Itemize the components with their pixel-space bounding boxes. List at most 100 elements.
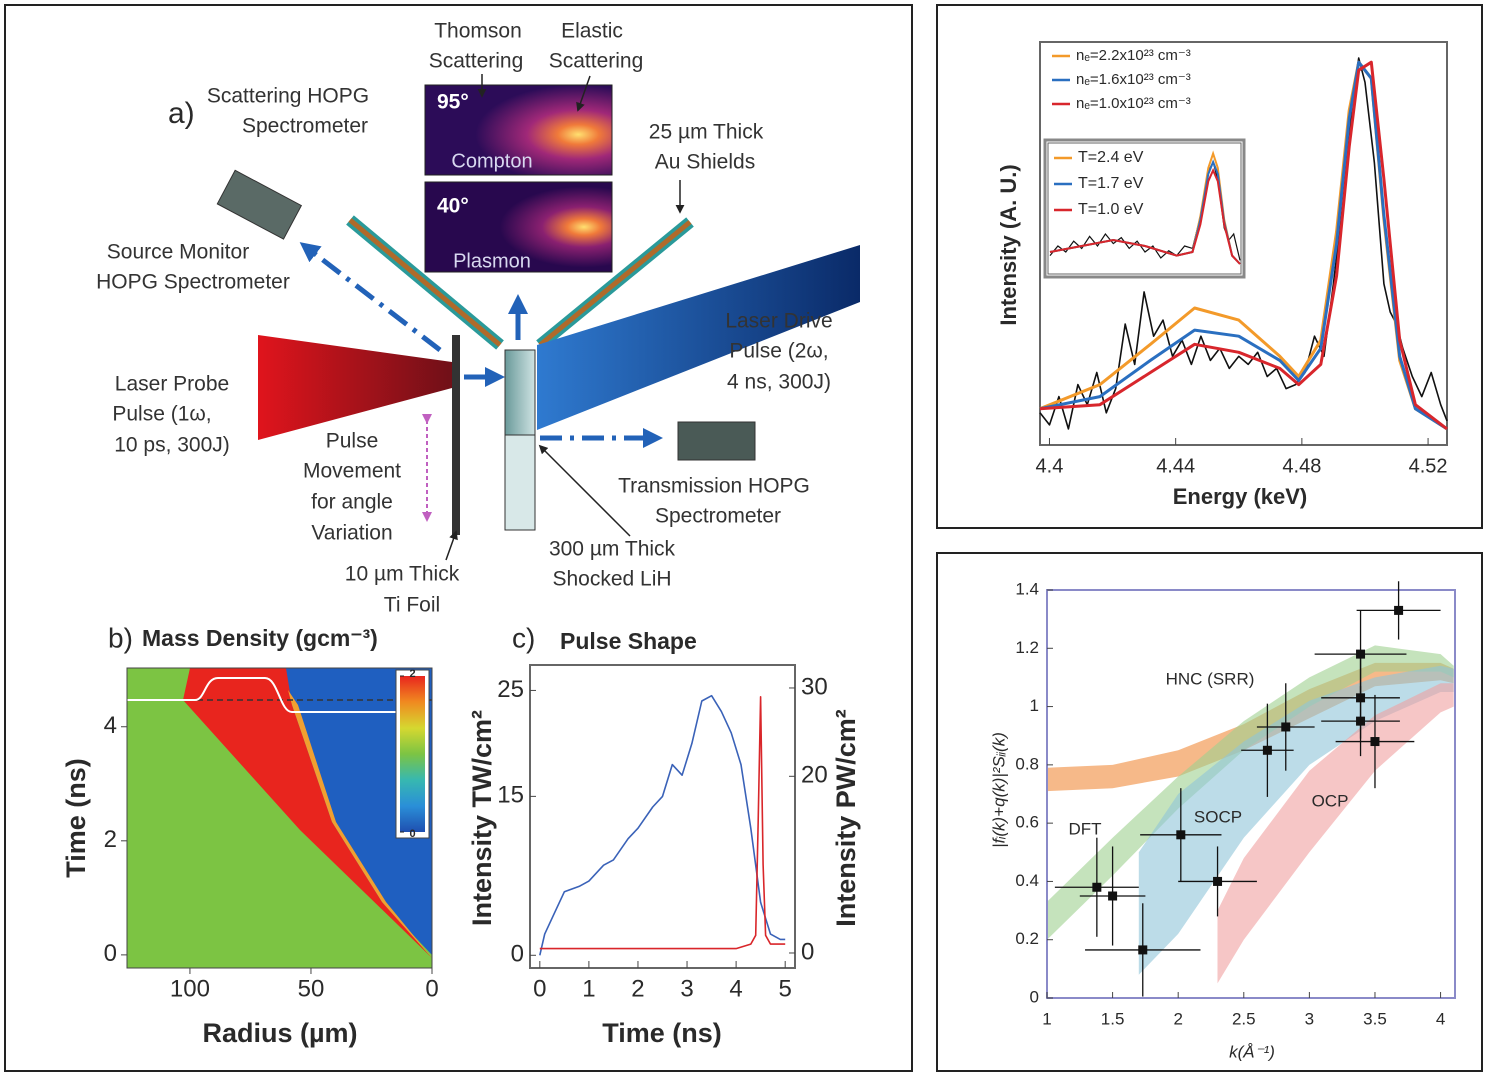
y-tick-label: 0.4 — [1015, 871, 1039, 890]
x-tick-label: 100 — [170, 975, 210, 1002]
x-tick-label: 0 — [533, 975, 546, 1002]
x-tick-label: 2 — [631, 975, 644, 1002]
y-tick-label: 2 — [104, 826, 117, 853]
image-label: Plasmon — [453, 250, 531, 272]
x-axis-label: Energy (keV) — [1173, 484, 1308, 509]
spectrometer-box — [678, 422, 755, 460]
density-field — [127, 668, 432, 968]
x-tick-label: 4.48 — [1282, 455, 1321, 477]
y-tick-label: 0.6 — [1015, 813, 1039, 832]
label: Movement — [303, 460, 401, 483]
panel-label: b) — [108, 622, 133, 653]
x-tick-label: 1 — [582, 975, 595, 1002]
data-point — [1108, 892, 1117, 901]
data-point — [1263, 746, 1272, 755]
y-axis-label: Intensity TW/cm² — [467, 710, 497, 926]
data-point — [1356, 717, 1365, 726]
label: Ti Foil — [384, 594, 440, 617]
legend-label: nₑ=1.0x10²³ cm⁻³ — [1076, 95, 1191, 112]
legend-label: T=1.7 eV — [1078, 175, 1144, 192]
chart-title: Pulse Shape — [560, 628, 697, 654]
panel-label: c) — [512, 622, 535, 653]
y-tick-label: 15 — [497, 782, 524, 809]
label: 25 µm Thick — [649, 121, 764, 144]
data-point — [1176, 830, 1185, 839]
x-axis-label: Radius (µm) — [202, 1018, 357, 1048]
data-point — [1394, 606, 1403, 615]
x-axis-label: Time (ns) — [602, 1018, 722, 1048]
label: 10 ps, 300J) — [114, 434, 230, 457]
data-point — [1213, 877, 1222, 886]
x-tick-label: 3.5 — [1363, 1009, 1387, 1028]
label: Spectrometer — [242, 115, 368, 138]
label: Au Shields — [655, 151, 755, 174]
x-tick-label: 2.5 — [1232, 1009, 1256, 1028]
x-tick-label: 4.4 — [1036, 455, 1064, 477]
x-tick-label: 1.5 — [1101, 1009, 1125, 1028]
label: Source Monitor — [107, 241, 249, 264]
label: Scattering — [549, 50, 644, 73]
y-tick-label: 0.8 — [1015, 754, 1039, 773]
label: for angle — [311, 491, 393, 514]
x-tick-label: 1 — [1042, 1009, 1051, 1028]
x-tick-label: 3 — [680, 975, 693, 1002]
x-tick-label: 2 — [1173, 1009, 1182, 1028]
y2-tick-label: 20 — [801, 762, 828, 789]
x-axis-label: k(Å⁻¹) — [1229, 1042, 1275, 1061]
angle-label: 40° — [437, 195, 469, 218]
y-tick-label: 0 — [104, 940, 117, 967]
band-label: SOCP — [1194, 807, 1242, 826]
y-tick-label: 4 — [104, 712, 117, 739]
y-tick-label: 0.2 — [1015, 929, 1039, 948]
y-tick-label: 1.2 — [1015, 638, 1039, 657]
band-label: HNC (SRR) — [1166, 669, 1255, 688]
y-tick-label: 0 — [1030, 987, 1039, 1006]
lih-shocked — [505, 350, 535, 435]
label: Scattering HOPG — [207, 85, 369, 108]
angle-label: 95° — [437, 91, 469, 114]
y-tick-label: 25 — [497, 676, 524, 703]
x-tick-label: 5 — [779, 975, 792, 1002]
legend-label: T=2.4 eV — [1078, 149, 1144, 166]
y-tick-label: 0 — [511, 941, 524, 968]
label: Shocked LiH — [552, 568, 671, 591]
panel-label: a) — [168, 97, 195, 130]
label: Variation — [311, 522, 392, 545]
label: Pulse (1ω, — [112, 403, 211, 426]
inset-frame — [1045, 140, 1244, 277]
y-tick-label: 1.4 — [1015, 579, 1039, 598]
y-tick-label: 1 — [1030, 696, 1039, 715]
legend-label: nₑ=1.6x10²³ cm⁻³ — [1076, 71, 1191, 88]
label: 4 ns, 300J) — [727, 371, 831, 394]
data-point — [1281, 722, 1290, 731]
colorbar-tick-label: 2 — [409, 668, 415, 680]
label: Scattering — [429, 50, 524, 73]
y2-tick-label: 30 — [801, 673, 828, 700]
x-tick-label: 50 — [298, 975, 325, 1002]
image-label: Compton — [451, 150, 532, 172]
label: HOPG Spectrometer — [96, 271, 290, 294]
data-point — [1092, 883, 1101, 892]
label: Elastic — [561, 20, 623, 43]
figure: a) 95° Compton 40° Plasmon Thomson Scatt… — [0, 0, 1487, 1074]
label: Transmission HOPG — [618, 475, 810, 498]
x-tick-label: 4.44 — [1156, 455, 1195, 477]
colorbar — [400, 676, 425, 832]
colorbar-tick-label: 0 — [409, 828, 415, 840]
data-point — [1370, 737, 1379, 746]
x-tick-label: 4.52 — [1409, 455, 1448, 477]
label: Pulse — [326, 430, 379, 453]
y2-tick-label: 0 — [801, 938, 814, 965]
chart-title: Mass Density (gcm⁻³) — [142, 625, 378, 651]
y-axis-label: Time (ns) — [61, 758, 91, 878]
label: Pulse (2ω, — [729, 340, 828, 363]
ti-foil — [452, 335, 460, 535]
x-tick-label: 0 — [425, 975, 438, 1002]
data-point — [1138, 945, 1147, 954]
x-tick-label: 4 — [1436, 1009, 1445, 1028]
label: Thomson — [434, 20, 522, 43]
legend-label: nₑ=2.2x10²³ cm⁻³ — [1076, 47, 1191, 64]
band-label: OCP — [1312, 791, 1349, 810]
y-axis-label: |fᵢ(k)+q(k)|²Sᵢᵢ(k) — [989, 732, 1008, 848]
label: Laser Drive — [725, 310, 832, 333]
